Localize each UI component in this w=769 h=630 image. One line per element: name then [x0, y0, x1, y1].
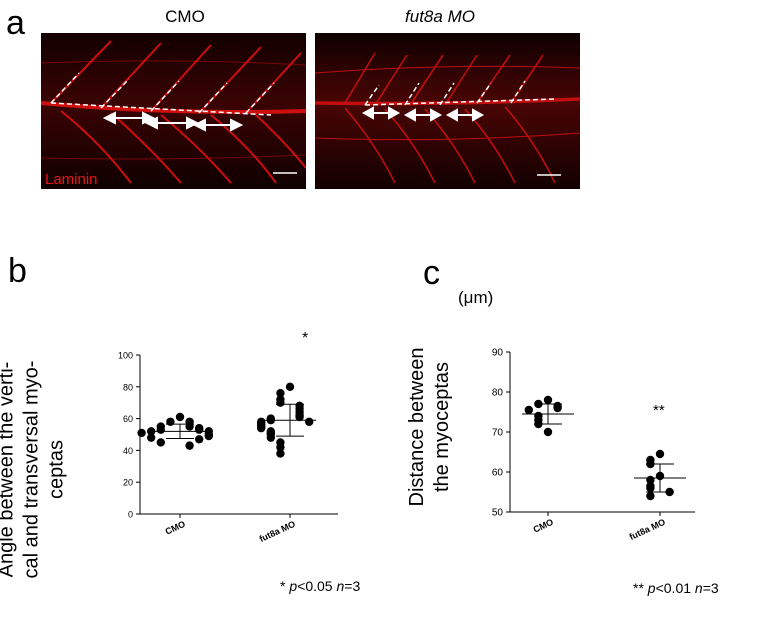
panel-c-significance: ** [653, 402, 665, 419]
data-point [276, 449, 285, 458]
y-tick-label: 70 [492, 428, 504, 439]
footnote-n-value: =3 [702, 580, 719, 596]
x-tick-label: CMO [164, 519, 187, 537]
panel-b-letter: b [8, 252, 27, 290]
y-tick-label: 0 [128, 510, 133, 520]
data-point [257, 423, 266, 433]
y-tick-label: 20 [123, 478, 133, 488]
panel-b-significance: * [302, 330, 309, 347]
panel-c-unit: (μm) [458, 288, 494, 307]
data-point [276, 443, 285, 452]
data-point [147, 433, 156, 442]
footnote-p-value: <0.05 [297, 578, 337, 594]
data-point [175, 412, 185, 422]
y-tick-label: 100 [118, 351, 133, 361]
laminin-label: Laminin [45, 171, 98, 188]
data-point [543, 427, 553, 437]
data-point [276, 388, 285, 398]
panel-b-chart: 0 20 40 60 80 100 CMO fut8a MO [118, 351, 338, 544]
panel-c-footnote: ** p<0.01 n=3 [633, 580, 719, 596]
panel-b-ylabel-line: Angle between the verti- [0, 361, 18, 578]
footnote-n-value: =3 [344, 578, 361, 594]
footnote-n: n [336, 578, 345, 594]
panel-b-footnote: * p<0.05 n=3 [280, 578, 360, 594]
data-point [646, 491, 655, 501]
y-tick-label: 40 [123, 446, 133, 456]
fut8a-image-title: fut8a MO [405, 7, 475, 26]
data-point [543, 395, 553, 405]
data-point [295, 412, 304, 422]
footnote-prefix: * [280, 578, 290, 594]
panel-b-ylabel-line: ceptas [45, 440, 68, 499]
data-point [524, 405, 533, 415]
data-point [166, 417, 175, 426]
x-tick-label: fut8a MO [258, 519, 297, 544]
footnote-p: p [647, 580, 656, 596]
y-tick-label: 60 [492, 468, 504, 479]
cmo-image-title: CMO [165, 7, 205, 26]
y-tick-label: 60 [123, 414, 133, 424]
data-point [553, 403, 562, 413]
footnote-prefix: ** [633, 580, 648, 596]
y-tick-label: 90 [492, 348, 504, 359]
data-point [646, 483, 655, 493]
y-tick-label: 80 [492, 388, 504, 399]
data-point [185, 441, 194, 450]
data-point [156, 425, 165, 434]
data-point [195, 435, 204, 444]
data-point [147, 427, 156, 436]
data-point [266, 433, 275, 442]
fut8a-micrograph [315, 33, 580, 189]
footnote-n: n [694, 580, 703, 596]
x-tick-label: CMO [532, 517, 555, 535]
panel-a-letter: a [6, 4, 25, 42]
footnote-p-value: <0.01 [655, 580, 695, 596]
panel-b-ylabel-line: cal and transversal myo- [20, 360, 43, 579]
data-point [156, 438, 165, 447]
cmo-micrograph: Laminin [41, 33, 306, 189]
data-point [655, 449, 665, 459]
y-tick-label: 50 [492, 508, 504, 519]
panel-c-chart: 50 60 70 80 90 CMO fut8a MO [492, 348, 695, 542]
panel-c-ylabel-line: the myoceptas [431, 361, 453, 493]
footnote-p: p [289, 578, 298, 594]
data-point [137, 428, 146, 438]
data-point [276, 398, 285, 407]
data-point [204, 431, 213, 441]
y-tick-label: 80 [123, 382, 133, 392]
panel-c-ylabel-line: Distance between [406, 347, 428, 507]
data-point [305, 417, 314, 426]
data-point [195, 425, 204, 434]
x-tick-label: fut8a MO [628, 517, 667, 542]
data-point [185, 422, 194, 431]
data-point [285, 382, 295, 391]
panel-c-letter: c [423, 254, 440, 292]
